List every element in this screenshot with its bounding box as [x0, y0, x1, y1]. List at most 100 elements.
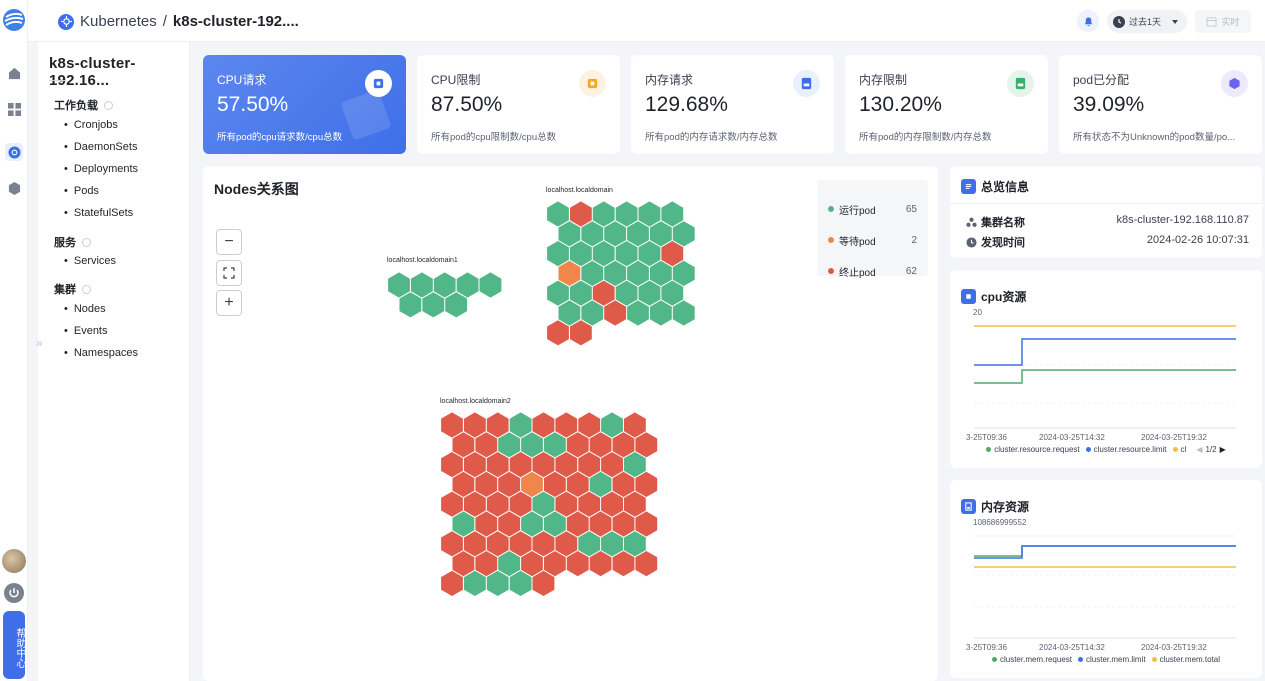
pod-hex-localdomain2[interactable]	[532, 412, 555, 438]
pod-hex-localdomain2[interactable]	[566, 471, 589, 497]
legend-item[interactable]: cluster.mem.limit	[1078, 655, 1146, 664]
nav-item-daemonsets[interactable]: DaemonSets	[64, 141, 138, 153]
pod-hex-localdomain2[interactable]	[475, 471, 498, 497]
help-center-button[interactable]: 帮助中心	[3, 611, 25, 679]
pod-hex-localdomain2[interactable]	[635, 511, 658, 537]
pod-hex-localdomain2[interactable]	[521, 511, 543, 537]
pod-hex-localdomain[interactable]	[650, 221, 672, 247]
pod-hex-localdomain[interactable]	[627, 260, 649, 286]
pod-hex-localdomain[interactable]	[661, 241, 684, 267]
pod-hex-localdomain[interactable]	[627, 221, 649, 247]
pod-hex-localdomain[interactable]	[650, 260, 672, 286]
pod-hex-localdomain2[interactable]	[635, 551, 658, 577]
pod-hex-localdomain2[interactable]	[464, 412, 486, 438]
pod-hex-localdomain2[interactable]	[624, 491, 646, 517]
pod-hex-localdomain[interactable]	[547, 201, 569, 227]
pod-hex-localdomain[interactable]	[638, 241, 661, 267]
notification-bell-icon[interactable]	[1077, 10, 1099, 32]
pod-hex-localdomain2[interactable]	[532, 452, 555, 478]
pod-hex-localdomain[interactable]	[547, 280, 569, 306]
pod-hex-localdomain2[interactable]	[452, 551, 475, 577]
pod-hex-localdomain[interactable]	[661, 280, 684, 306]
pod-hex-localdomain2[interactable]	[498, 432, 521, 458]
pod-hex-undefined[interactable]	[433, 272, 456, 298]
legend-running[interactable]: 运行pod 65	[828, 201, 917, 217]
power-icon[interactable]	[4, 583, 24, 603]
pod-hex-localdomain2[interactable]	[624, 452, 646, 478]
pod-hex-localdomain2[interactable]	[441, 452, 463, 478]
pod-hex-localdomain[interactable]	[581, 300, 604, 326]
pod-hex-localdomain2[interactable]	[464, 491, 486, 517]
pod-hex-localdomain2[interactable]	[624, 412, 646, 438]
pod-hex-localdomain[interactable]	[604, 221, 627, 247]
pod-hex-localdomain[interactable]	[581, 260, 604, 286]
legend-item[interactable]: cluster.resource.request	[986, 445, 1080, 454]
pod-hex-localdomain2[interactable]	[475, 511, 498, 537]
pod-hex-localdomain2[interactable]	[498, 471, 521, 497]
pod-hex-localdomain2[interactable]	[486, 452, 509, 478]
pod-hex-localdomain2[interactable]	[555, 412, 578, 438]
pod-hex-localdomain2[interactable]	[612, 551, 635, 577]
pod-hex-localdomain2[interactable]	[498, 551, 521, 577]
pod-hex-localdomain2[interactable]	[486, 491, 509, 517]
nav-item-services[interactable]: Services	[64, 255, 116, 267]
nav-item-events[interactable]: Events	[64, 325, 108, 337]
pod-hex-localdomain2[interactable]	[566, 551, 589, 577]
pod-hex-localdomain2[interactable]	[532, 491, 555, 517]
pod-hex-localdomain[interactable]	[672, 260, 695, 286]
zoom-in-button[interactable]: +	[216, 290, 242, 316]
pod-hex-localdomain2[interactable]	[612, 511, 635, 537]
pod-hex-localdomain[interactable]	[558, 221, 581, 247]
pod-hex-localdomain2[interactable]	[578, 452, 601, 478]
legend-item[interactable]: cl	[1172, 445, 1186, 454]
pod-hex-localdomain2[interactable]	[566, 432, 589, 458]
pod-hex-localdomain[interactable]	[547, 320, 569, 346]
pod-hex-localdomain2[interactable]	[509, 570, 532, 596]
nav-item-namespaces[interactable]: Namespaces	[64, 347, 138, 359]
legend-item[interactable]: cluster.mem.total	[1151, 655, 1220, 664]
pod-hex-localdomain[interactable]	[592, 241, 615, 267]
pod-hex-localdomain2[interactable]	[509, 531, 532, 557]
pod-hex-localdomain[interactable]	[650, 300, 672, 326]
stat-card-mem-limit[interactable]: 内存限制 130.20% 所有pod的内存限制数/内存总数	[845, 55, 1048, 154]
pod-hex-localdomain[interactable]	[570, 280, 592, 306]
pod-hex-localdomain[interactable]	[615, 280, 638, 306]
pod-hex-localdomain2[interactable]	[589, 551, 612, 577]
legend-item[interactable]: cluster.mem.request	[991, 655, 1072, 664]
pod-hex-localdomain2[interactable]	[452, 432, 475, 458]
pod-hex-localdomain2[interactable]	[521, 551, 543, 577]
pod-hex-localdomain2[interactable]	[578, 531, 601, 557]
legend-item[interactable]: cluster.resource.limit	[1085, 445, 1167, 454]
pod-hex-localdomain2[interactable]	[589, 511, 612, 537]
pod-hex-localdomain2[interactable]	[566, 511, 589, 537]
pod-hex-localdomain2[interactable]	[486, 412, 509, 438]
pod-hex-localdomain2[interactable]	[601, 412, 623, 438]
pod-hex-localdomain2[interactable]	[486, 531, 509, 557]
breadcrumb-root[interactable]: Kubernetes	[80, 13, 157, 30]
pod-hex-localdomain2[interactable]	[624, 531, 646, 557]
pod-hex-localdomain2[interactable]	[498, 511, 521, 537]
nav-item-statefulsets[interactable]: StatefulSets	[64, 207, 133, 219]
time-range-select[interactable]: 过去1天	[1107, 10, 1187, 33]
pod-hex-localdomain[interactable]	[615, 201, 638, 227]
realtime-button[interactable]: 实时	[1195, 10, 1251, 33]
pod-hex-localdomain2[interactable]	[612, 471, 635, 497]
pod-hex-localdomain[interactable]	[570, 241, 592, 267]
nav-item-nodes[interactable]: Nodes	[64, 303, 106, 315]
pod-hex-localdomain2[interactable]	[521, 471, 543, 497]
pod-hex-localdomain2[interactable]	[475, 551, 498, 577]
collapse-sidebar-icon[interactable]: »	[36, 336, 43, 350]
pod-hex-localdomain2[interactable]	[601, 491, 623, 517]
next-page-icon[interactable]: ▶	[1219, 445, 1226, 454]
pod-hex-localdomain[interactable]	[570, 201, 592, 227]
pod-hex-localdomain2[interactable]	[521, 432, 543, 458]
pod-hex-localdomain2[interactable]	[555, 452, 578, 478]
pod-hex-localdomain2[interactable]	[635, 471, 658, 497]
pod-hex-localdomain[interactable]	[638, 280, 661, 306]
pod-hex-localdomain[interactable]	[672, 300, 695, 326]
pod-hex-localdomain[interactable]	[547, 241, 569, 267]
nav-item-cronjobs[interactable]: Cronjobs	[64, 119, 118, 131]
pod-hex-localdomain2[interactable]	[532, 570, 555, 596]
pod-hex-localdomain2[interactable]	[544, 471, 566, 497]
pod-hex-undefined[interactable]	[479, 272, 502, 298]
